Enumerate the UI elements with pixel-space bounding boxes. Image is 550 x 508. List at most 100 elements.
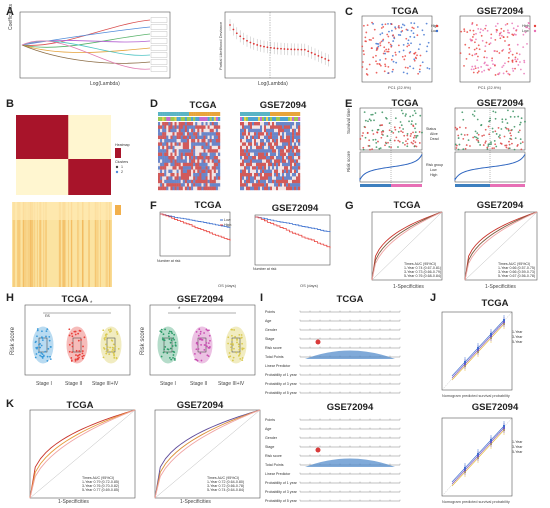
d-heat-cell-geo [284, 159, 287, 163]
d-heat-cell-tcga [193, 159, 196, 163]
d-heat-cell-geo [292, 145, 295, 150]
d-heat-cell-geo [248, 179, 251, 184]
d-heat-cell-geo [246, 179, 249, 184]
d-heat-cell-geo [266, 135, 269, 140]
d-heat-cell-geo [286, 183, 289, 187]
d-anno-risk-geo [246, 112, 249, 116]
d-heat-cell-tcga [205, 173, 208, 177]
d-heat-cell-geo [272, 149, 275, 153]
d-heat-cell-tcga [203, 152, 206, 157]
e-status-point [400, 109, 403, 112]
h-violin-frame-geo-point [237, 343, 240, 346]
d-heat-cell-tcga [160, 135, 163, 140]
e-status-point [364, 119, 367, 122]
d-heat-cell-tcga [209, 166, 212, 170]
d-heat-cell-tcga [170, 183, 173, 187]
d-heat-cell-geo [242, 169, 245, 174]
d-heat-cell-geo [250, 186, 253, 191]
d-heat-cell-geo [280, 162, 283, 167]
d-heat-cell-geo [270, 183, 273, 187]
d-heat-cell-geo [270, 179, 273, 184]
d-heat-cell-tcga [199, 179, 202, 184]
d-heat-cell-geo [278, 125, 281, 129]
d-heat-cell-tcga [170, 173, 173, 177]
d-heat-cell-tcga [213, 145, 217, 150]
d-heat-cell-geo [270, 162, 273, 167]
c-pca-point [387, 41, 390, 44]
h-violin-frame-tcga-point [78, 353, 81, 356]
d-heat-cell-geo [248, 132, 251, 136]
e-status-point [376, 129, 379, 131]
d-heat-cell-geo [244, 159, 247, 163]
b-cdf-stripe [39, 202, 41, 287]
d-heat-cell-geo [252, 125, 255, 129]
e-status-point [517, 131, 520, 134]
d-heat-cell-geo [288, 183, 291, 187]
d-heat-cell-geo [240, 125, 243, 129]
d-heat-cell-geo [274, 135, 277, 140]
d-heat-cell-geo [272, 159, 275, 163]
d-heat-cell-tcga [164, 128, 167, 133]
c-pca-point [511, 59, 514, 62]
d-heat-cell-tcga [182, 149, 186, 153]
d-heat-cell-geo [282, 176, 285, 180]
title-g-geo: GSE72094 [476, 200, 524, 211]
d-anno-stage-tcga [166, 117, 169, 121]
d-heat-cell-geo [246, 145, 249, 150]
d-heat-cell-geo [272, 166, 275, 170]
c-pca-point [380, 27, 383, 29]
d-heat-cell-tcga [158, 132, 161, 136]
b-cdf-stripe [97, 202, 99, 287]
c-pca-point [405, 37, 408, 40]
k-tcga-auc-1: 1-Year 0.79 (0.72-0.85) [82, 480, 120, 484]
d-anno-stage-tcga [184, 117, 188, 121]
d-heat-cell-geo [298, 179, 301, 184]
d-heat-cell-geo [252, 162, 255, 167]
h-violin-frame-geo-point [203, 344, 206, 346]
d-anno-risk-tcga [203, 112, 206, 116]
d-anno-risk-tcga [186, 112, 190, 116]
d-heat-cell-geo [292, 179, 295, 184]
c-pca-frame-geo [459, 15, 531, 83]
d-heat-cell-geo [256, 149, 259, 153]
c-pca-point [394, 26, 397, 29]
d-heat-cell-geo [296, 122, 299, 126]
d-anno-stage-tcga [160, 117, 163, 121]
d-heat-cell-tcga [203, 125, 206, 129]
d-anno-stage-geo [262, 117, 265, 121]
d-heat-cell-tcga [182, 162, 186, 167]
d-heat-cell-geo [262, 152, 265, 157]
j-legend-3-geo: 3-Year [512, 445, 523, 449]
i-row-label: Risk score [265, 454, 282, 458]
d-heat-cell-tcga [168, 162, 171, 167]
i-row-label: Points [265, 310, 275, 314]
b-cdf-stripe [32, 202, 33, 287]
d-heat-cell-geo [248, 149, 251, 153]
c-pca-point [507, 57, 510, 59]
e-status-point [518, 129, 521, 132]
b-cdf-stripe [88, 202, 90, 287]
d-heat-cell-tcga [213, 176, 217, 180]
h-violin-frame-geo-point [168, 330, 171, 333]
d-heat-cell-tcga [197, 125, 200, 129]
d-heat-cell-tcga [174, 149, 177, 153]
g-roc-frame-geo [464, 211, 538, 281]
d-heat-cell-tcga [199, 186, 202, 191]
d-heat-cell-tcga [191, 156, 194, 160]
c-pca-point [490, 33, 493, 36]
d-heat-cell-tcga [164, 179, 167, 184]
d-heat-cell-geo [262, 162, 265, 167]
d-heat-cell-tcga [217, 152, 221, 157]
d-heat-cell-tcga [174, 132, 177, 136]
d-heat-cell-geo [274, 125, 277, 129]
c-pca-point [417, 48, 420, 51]
d-heat-cell-geo [266, 173, 269, 177]
d-heat-cell-tcga [191, 166, 194, 170]
h-violin-frame-tcga-point [71, 335, 74, 338]
h-violin-frame-tcga-point [105, 336, 107, 338]
d-heat-cell-tcga [182, 173, 186, 177]
d-heat-cell-tcga [158, 183, 161, 187]
d-heat-cell-tcga [158, 156, 161, 160]
c-pca-point [475, 47, 478, 50]
c-pca-point [392, 68, 394, 71]
